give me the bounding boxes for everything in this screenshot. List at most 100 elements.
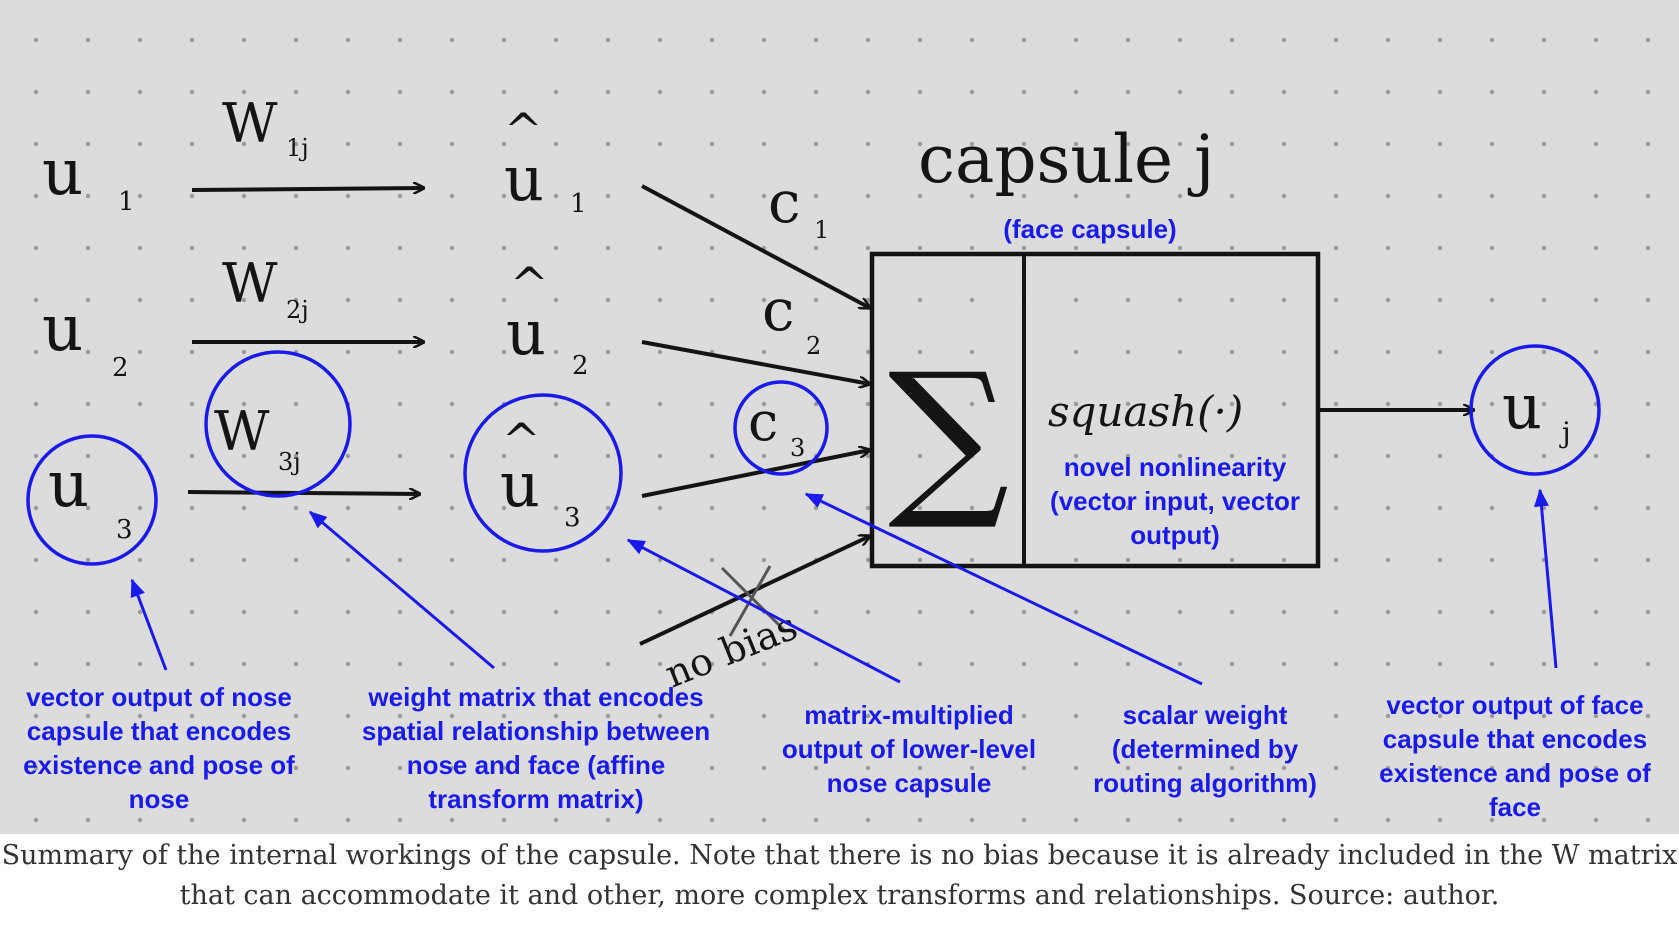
grid-dot xyxy=(293,557,299,563)
grid-dot xyxy=(1125,817,1131,823)
grid-dot xyxy=(1125,193,1131,199)
grid-dot xyxy=(1385,89,1391,95)
svg-text:c: c xyxy=(748,390,778,453)
grid-dot xyxy=(1281,297,1287,303)
grid-dot xyxy=(137,245,143,251)
grid-dot xyxy=(1177,245,1183,251)
grid-dot xyxy=(1593,453,1599,459)
grid-dot xyxy=(1489,557,1495,563)
grid-dot xyxy=(553,349,559,355)
grid-dot xyxy=(553,609,559,615)
grid-dot xyxy=(761,141,767,147)
grid-dot xyxy=(813,245,819,251)
grid-dot xyxy=(1021,609,1027,615)
grid-dot xyxy=(657,609,663,615)
grid-dot xyxy=(865,765,871,771)
grid-dot xyxy=(33,765,39,771)
grid-dot xyxy=(1333,661,1339,667)
grid-dot xyxy=(137,37,143,43)
circle-uhat3 xyxy=(463,393,623,553)
grid-dot xyxy=(1281,765,1287,771)
grid-dot xyxy=(1437,141,1443,147)
annotation-weight: weight matrix that encodes spatial relat… xyxy=(361,682,711,814)
annotation-arrow-coupling xyxy=(804,492,1203,686)
grid-dot xyxy=(865,453,871,459)
grid-dot xyxy=(1229,37,1235,43)
grid-dot xyxy=(1125,141,1131,147)
grid-dot xyxy=(1645,505,1651,511)
grid-dot xyxy=(969,245,975,251)
grid-dot xyxy=(605,453,611,459)
grid-dot xyxy=(241,661,247,667)
grid-dot xyxy=(813,349,819,355)
grid-dot xyxy=(709,193,715,199)
grid-dot xyxy=(33,401,39,407)
svg-text:3: 3 xyxy=(116,515,133,545)
grid-dot xyxy=(1333,453,1339,459)
weight-w2j: W 2j xyxy=(222,252,309,324)
grid-dot xyxy=(397,765,403,771)
grid-dot xyxy=(917,37,923,43)
grid-dot xyxy=(345,713,351,719)
grid-dot xyxy=(449,661,455,667)
grid-dot xyxy=(1541,401,1547,407)
grid-dot xyxy=(1333,817,1339,823)
grid-dot xyxy=(657,453,663,459)
grid-dot xyxy=(85,141,91,147)
grid-dot xyxy=(137,349,143,355)
svg-text:3: 3 xyxy=(564,503,581,533)
grid-dot xyxy=(397,453,403,459)
grid-dot xyxy=(501,505,507,511)
svg-text:W: W xyxy=(222,252,278,315)
arrow-u1-to-uhat1 xyxy=(191,188,424,190)
grid-dot xyxy=(137,713,143,719)
input-u1: u 1 xyxy=(42,136,135,217)
input-u3: u 3 xyxy=(48,448,133,545)
grid-dot xyxy=(1021,817,1027,823)
grid-dot xyxy=(1073,817,1079,823)
grid-dot xyxy=(1229,765,1235,771)
grid-dot xyxy=(1489,661,1495,667)
svg-text:3j: 3j xyxy=(278,448,301,476)
grid-dot xyxy=(449,557,455,563)
grid-dot xyxy=(1177,37,1183,43)
grid-dot xyxy=(553,37,559,43)
grid-dot xyxy=(605,89,611,95)
grid-dot xyxy=(1281,661,1287,667)
grid-dot xyxy=(761,557,767,563)
grid-dot xyxy=(501,297,507,303)
grid-dot xyxy=(1333,609,1339,615)
grid-dot xyxy=(1385,193,1391,199)
circle-c3 xyxy=(733,380,829,476)
grid-dot xyxy=(1489,609,1495,615)
grid-dot xyxy=(657,297,663,303)
grid-dot xyxy=(1177,193,1183,199)
grid-dot xyxy=(189,349,195,355)
grid-dot xyxy=(1281,245,1287,251)
grid-dot xyxy=(1385,245,1391,251)
grid-dot xyxy=(1385,453,1391,459)
grid-dot xyxy=(293,661,299,667)
grid-dot xyxy=(1177,89,1183,95)
bias-cross-mark xyxy=(720,565,786,637)
grid-dot xyxy=(969,37,975,43)
svg-text:W: W xyxy=(214,400,270,463)
grid-dot xyxy=(241,505,247,511)
grid-dot xyxy=(1021,765,1027,771)
grid-dot xyxy=(709,505,715,511)
grid-dot xyxy=(449,141,455,147)
grid-dot xyxy=(605,609,611,615)
grid-dot xyxy=(1229,141,1235,147)
grid-dot xyxy=(969,609,975,615)
grid-dot xyxy=(1073,193,1079,199)
grid-dot xyxy=(657,141,663,147)
grid-dot xyxy=(1229,245,1235,251)
grid-dot xyxy=(293,245,299,251)
grid-dot xyxy=(553,817,559,823)
grid-dot xyxy=(709,557,715,563)
grid-dot xyxy=(189,661,195,667)
grid-dot xyxy=(553,245,559,251)
grid-dot xyxy=(189,557,195,563)
grid-dot xyxy=(1541,713,1547,719)
grid-dot xyxy=(865,401,871,407)
